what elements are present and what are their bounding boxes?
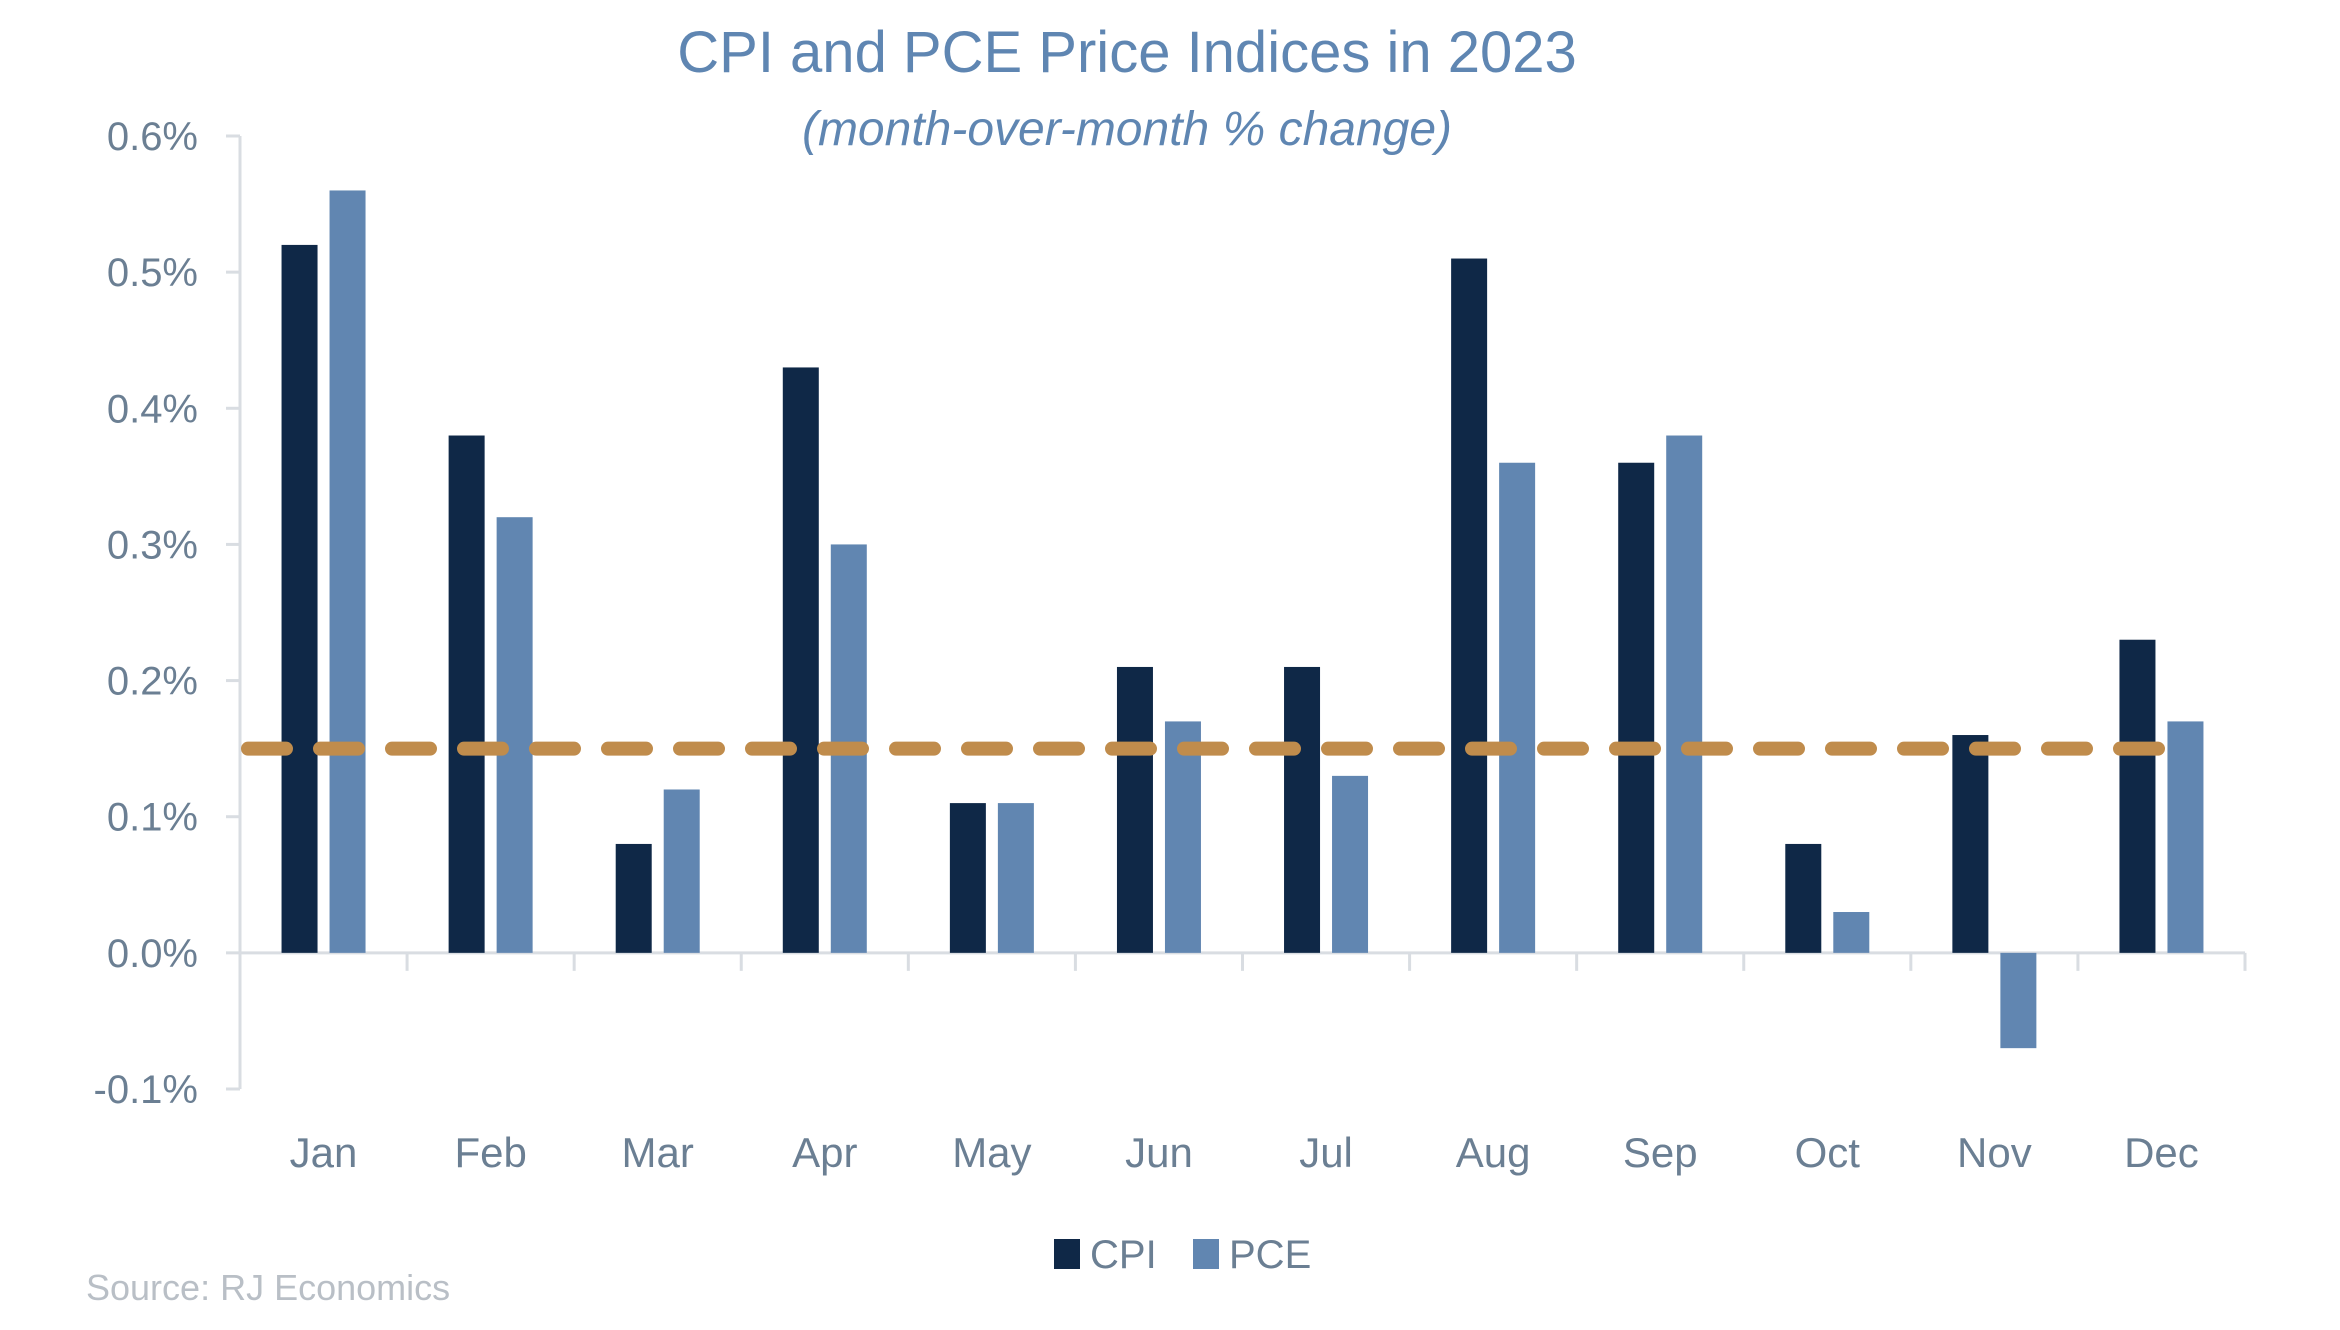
y-tick-label: 0.3% xyxy=(107,523,198,567)
y-axis: -0.1% 0.0% 0.1% 0.2% 0.3% 0.4% 0.5% 0.6% xyxy=(94,115,242,1112)
y-tick-label: 0.1% xyxy=(107,796,198,840)
bar-cpi-nov xyxy=(1952,735,1989,953)
x-tick-label: May xyxy=(952,1129,1031,1176)
bar-cpi-feb xyxy=(448,435,485,953)
chart-title: CPI and PCE Price Indices in 2023 xyxy=(677,20,1576,85)
bar-cpi-mar xyxy=(615,843,652,953)
bar-pce-feb xyxy=(496,517,533,953)
x-tick-label: Jan xyxy=(290,1129,358,1176)
bar-pce-jun xyxy=(1164,721,1201,953)
legend-label-pce: PCE xyxy=(1229,1233,1311,1277)
legend-swatch-cpi xyxy=(1054,1239,1080,1269)
bars xyxy=(281,190,2204,1049)
bar-pce-mar xyxy=(663,789,700,953)
bar-cpi-jul xyxy=(1284,666,1321,953)
category-labels: Jan Feb Mar Apr May Jun Jul Aug Sep Oct Nov Dec xyxy=(290,1129,2199,1176)
bar-cpi-sep xyxy=(1618,462,1655,953)
y-tick-label: 0.6% xyxy=(107,115,198,159)
bar-pce-may xyxy=(997,803,1034,953)
x-tick-label: Nov xyxy=(1957,1129,2032,1176)
y-tick-label: 0.4% xyxy=(107,387,198,431)
bar-cpi-apr xyxy=(782,367,819,953)
bar-pce-jul xyxy=(1332,775,1369,953)
x-tick-label: Jun xyxy=(1125,1129,1193,1176)
bar-cpi-may xyxy=(949,803,986,953)
bar-cpi-dec xyxy=(2119,639,2156,953)
bar-cpi-jan xyxy=(281,244,318,953)
bar-pce-aug xyxy=(1499,462,1536,953)
x-tick-label: Oct xyxy=(1795,1129,1861,1176)
bar-pce-dec xyxy=(2167,721,2204,953)
y-tick-label: 0.2% xyxy=(107,660,198,704)
bar-cpi-jun xyxy=(1116,666,1153,953)
y-tick-label: -0.1% xyxy=(94,1068,199,1112)
bar-pce-sep xyxy=(1666,435,1703,953)
bar-pce-nov xyxy=(2000,952,2037,1049)
x-axis xyxy=(240,951,2247,971)
x-tick-label: Sep xyxy=(1623,1129,1698,1176)
source-note: Source: RJ Economics xyxy=(86,1267,450,1308)
x-tick-label: Jul xyxy=(1299,1129,1353,1176)
bar-pce-jan xyxy=(329,190,366,953)
x-tick-label: Aug xyxy=(1456,1129,1531,1176)
x-tick-label: Mar xyxy=(622,1129,694,1176)
bar-pce-oct xyxy=(1833,912,1870,953)
y-tick-label: 0.5% xyxy=(107,251,198,295)
legend-swatch-pce xyxy=(1193,1239,1219,1269)
x-tick-label: Apr xyxy=(792,1129,857,1176)
bar-cpi-oct xyxy=(1785,843,1822,953)
bar-cpi-aug xyxy=(1451,258,1488,953)
x-tick-label: Dec xyxy=(2124,1129,2199,1176)
legend-label-cpi: CPI xyxy=(1090,1233,1157,1277)
legend: CPI PCE xyxy=(1054,1233,1311,1277)
y-tick-label: 0.0% xyxy=(107,932,198,976)
chart-subtitle: (month-over-month % change) xyxy=(802,103,1452,156)
x-tick-label: Feb xyxy=(454,1129,526,1176)
